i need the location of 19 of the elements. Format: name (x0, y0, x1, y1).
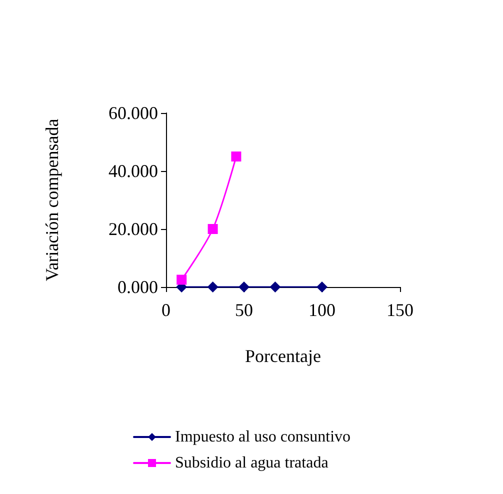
x-tick-label: 50 (235, 300, 253, 320)
x-axis-title: Porcentaje (245, 346, 321, 366)
y-axis-title: Variación compensada (42, 118, 62, 282)
x-tick-label: 100 (308, 300, 336, 320)
point (207, 282, 218, 292)
point (270, 282, 281, 292)
point (176, 274, 187, 285)
point (208, 224, 218, 234)
x-tick-label: 0 (162, 300, 170, 320)
y-tick-label: 20.000 (108, 219, 158, 239)
y-tick-label: 40.000 (108, 161, 158, 181)
y-tick-label: 0.000 (118, 277, 158, 297)
y-tick-label: 60.000 (108, 103, 158, 123)
legend-label: Impuesto al uso consuntivo (175, 428, 351, 446)
point (231, 152, 242, 162)
legend-label: Subsidio al agua tratada (175, 454, 328, 472)
point (316, 282, 328, 292)
point (238, 282, 250, 292)
x-tick-label: 150 (386, 300, 414, 320)
